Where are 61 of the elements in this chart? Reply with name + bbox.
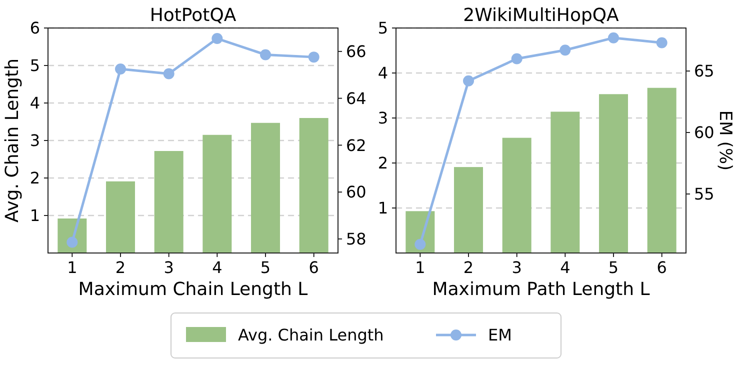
y2-tick-label: 55 xyxy=(694,184,714,204)
bar xyxy=(599,94,628,253)
x-tick-label: 2 xyxy=(463,258,474,277)
y2-tick-label: 58 xyxy=(346,230,366,249)
y2-axis-title: EM (%) xyxy=(715,110,735,171)
x-tick-label: 3 xyxy=(512,258,522,277)
point xyxy=(115,64,126,75)
y-tick-label: 4 xyxy=(30,94,40,113)
y-tick-label: 3 xyxy=(30,131,40,150)
x-tick-label: 5 xyxy=(608,258,619,277)
point xyxy=(656,37,668,48)
y-tick-label: 2 xyxy=(378,154,388,173)
point xyxy=(212,33,223,44)
bar xyxy=(647,88,676,253)
bar xyxy=(106,181,135,253)
y-tick-label: 3 xyxy=(378,108,388,128)
y2-tick-label: 65 xyxy=(694,62,714,81)
point xyxy=(608,32,619,44)
bar xyxy=(502,138,532,253)
bar xyxy=(251,122,280,253)
chart-title: HotPotQA xyxy=(150,5,237,26)
y-tick-label: 1 xyxy=(378,198,388,218)
y-tick-label: 5 xyxy=(30,56,40,76)
x-axis-title: Maximum Chain Length L xyxy=(78,279,308,300)
y2-tick-label: 64 xyxy=(346,88,366,108)
y2-tick-label: 60 xyxy=(346,182,366,202)
x-axis-title: Maximum Path Length L xyxy=(432,279,650,300)
bar xyxy=(202,134,232,253)
y-tick-label: 4 xyxy=(378,64,388,83)
point xyxy=(414,238,426,250)
x-tick-label: 1 xyxy=(67,258,78,277)
point xyxy=(308,52,320,63)
point xyxy=(560,44,571,56)
y-tick-label: 5 xyxy=(378,18,388,38)
chart-title: 2WikiMultiHopQA xyxy=(463,5,620,26)
x-tick-label: 5 xyxy=(260,258,271,277)
x-tick-label: 2 xyxy=(115,258,126,277)
bar xyxy=(550,112,580,253)
x-tick-label: 4 xyxy=(560,258,570,277)
bar xyxy=(154,151,184,253)
legend-label: EM xyxy=(488,326,512,345)
point xyxy=(260,49,271,60)
y2-tick-label: 62 xyxy=(346,136,366,155)
point xyxy=(511,53,522,64)
point xyxy=(66,236,78,248)
bar xyxy=(299,118,328,253)
legend-label: Avg. Chain Length xyxy=(238,326,384,345)
y-tick-label: 2 xyxy=(30,168,40,188)
x-tick-label: 3 xyxy=(164,258,174,277)
bar xyxy=(454,167,483,253)
y-tick-label: 1 xyxy=(30,206,40,226)
point xyxy=(463,75,474,86)
y-axis-title: Avg. Chain Length xyxy=(2,58,23,223)
point xyxy=(163,68,174,80)
y-tick-label: 6 xyxy=(30,18,40,38)
y2-tick-label: 66 xyxy=(346,42,366,62)
x-tick-label: 6 xyxy=(308,258,319,277)
x-tick-label: 1 xyxy=(415,258,426,277)
x-tick-label: 4 xyxy=(212,258,222,277)
y2-tick-label: 60 xyxy=(694,123,714,142)
x-tick-label: 6 xyxy=(656,258,667,277)
